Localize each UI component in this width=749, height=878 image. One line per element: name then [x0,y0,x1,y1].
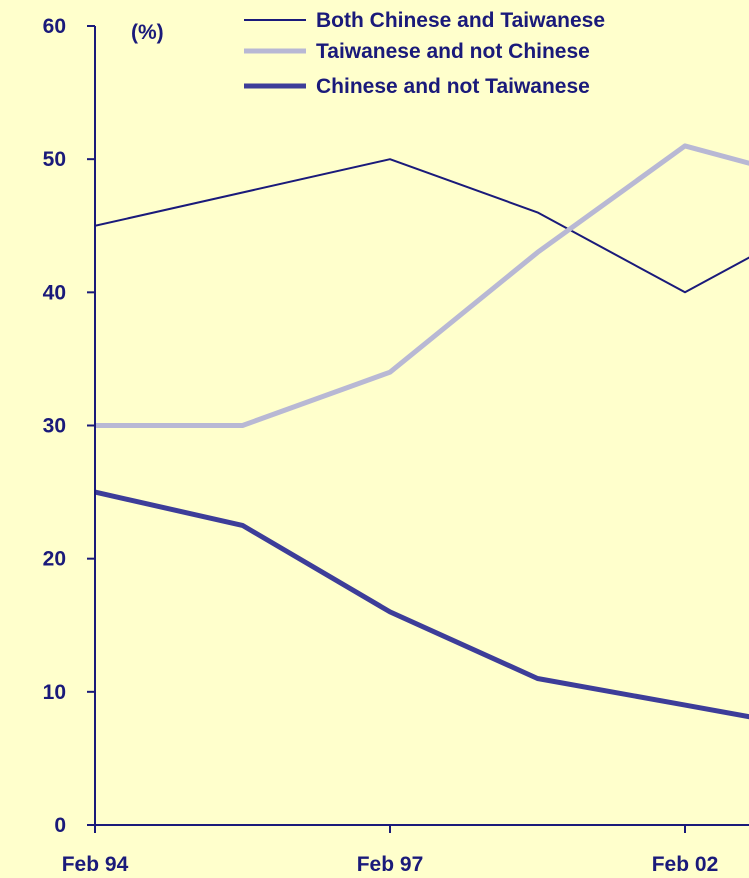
y-tick-label: 30 [43,415,66,438]
axes: 0 10 20 30 40 50 60 Feb 94 Feb 97 Feb 02 [43,15,749,876]
legend-label-3: Chinese and not Taiwanese [316,75,590,98]
x-tick-label: Feb 94 [62,853,129,876]
legend: Both Chinese and Taiwanese Taiwanese and … [244,9,605,98]
y-tick-label: 20 [43,548,66,571]
y-unit-label: (%) [131,21,164,44]
series-line-1 [95,158,749,294]
legend-label-1: Both Chinese and Taiwanese [316,9,605,32]
legend-label-2: Taiwanese and not Chinese [316,40,590,63]
series-line-2 [95,143,749,428]
x-tick-label: Feb 02 [652,853,719,876]
y-tick-label: 50 [43,148,66,171]
x-tick-label: Feb 97 [357,853,424,876]
series-line-3 [95,489,749,720]
y-tick-label: 10 [43,681,66,704]
y-tick-label: 40 [43,281,66,304]
y-tick-label: 60 [43,15,66,38]
series-layer [95,143,749,720]
y-tick-label: 0 [54,814,66,837]
